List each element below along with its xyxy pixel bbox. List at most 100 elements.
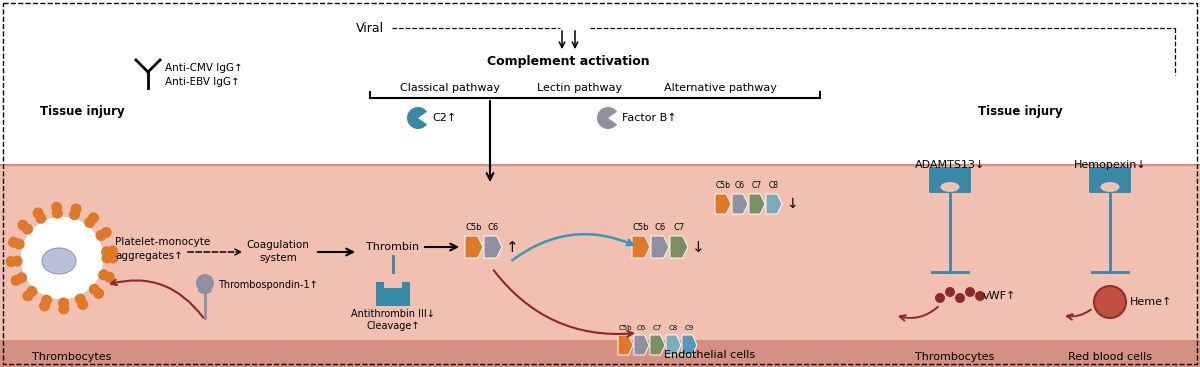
Circle shape — [96, 230, 107, 241]
Circle shape — [11, 275, 22, 286]
Text: C6: C6 — [637, 325, 646, 331]
Polygon shape — [732, 194, 748, 214]
Circle shape — [52, 208, 62, 219]
Circle shape — [23, 290, 34, 301]
Bar — [0, 165, 1200, 367]
Circle shape — [22, 224, 34, 235]
Text: Thrombocytes: Thrombocytes — [916, 352, 995, 362]
Polygon shape — [632, 236, 650, 258]
Text: Anti-EBV IgG↑: Anti-EBV IgG↑ — [166, 77, 240, 87]
Text: C9: C9 — [685, 325, 694, 331]
Polygon shape — [715, 194, 731, 214]
Text: C5b: C5b — [715, 181, 731, 190]
Text: C6: C6 — [654, 223, 666, 232]
Circle shape — [16, 272, 28, 283]
Text: Complement activation: Complement activation — [487, 55, 649, 69]
Polygon shape — [634, 335, 649, 355]
Circle shape — [18, 220, 29, 231]
Circle shape — [32, 207, 43, 218]
Circle shape — [41, 295, 52, 306]
Circle shape — [102, 252, 113, 264]
Text: Classical pathway: Classical pathway — [400, 83, 500, 93]
FancyBboxPatch shape — [1090, 167, 1132, 193]
Circle shape — [974, 291, 985, 301]
Circle shape — [196, 274, 214, 292]
Circle shape — [40, 301, 50, 312]
Text: ↓: ↓ — [692, 240, 704, 254]
Text: C8: C8 — [769, 181, 779, 190]
Circle shape — [68, 209, 80, 220]
Circle shape — [965, 287, 974, 297]
Polygon shape — [466, 236, 482, 258]
FancyBboxPatch shape — [376, 282, 410, 306]
Text: Heme↑: Heme↑ — [1130, 297, 1172, 307]
Circle shape — [84, 217, 95, 228]
Circle shape — [955, 293, 965, 303]
Polygon shape — [749, 194, 766, 214]
Circle shape — [52, 202, 62, 213]
Circle shape — [26, 286, 37, 297]
Ellipse shape — [42, 248, 76, 274]
Polygon shape — [682, 335, 697, 355]
Text: Tissue injury: Tissue injury — [978, 105, 1062, 119]
Text: C8: C8 — [668, 325, 678, 331]
Circle shape — [6, 256, 17, 267]
Text: Cleavage↑: Cleavage↑ — [366, 321, 420, 331]
Text: Thrombocytes: Thrombocytes — [32, 352, 112, 362]
Text: Thrombospondin-1↑: Thrombospondin-1↑ — [218, 280, 318, 290]
Text: C7: C7 — [752, 181, 762, 190]
Circle shape — [935, 293, 946, 303]
Polygon shape — [766, 194, 782, 214]
Polygon shape — [484, 236, 502, 258]
Text: C2↑: C2↑ — [432, 113, 456, 123]
Text: Viral: Viral — [356, 22, 384, 34]
Text: ↓: ↓ — [786, 197, 798, 211]
Text: ADAMTS13↓: ADAMTS13↓ — [914, 160, 985, 170]
Bar — [0, 340, 1200, 367]
Circle shape — [8, 237, 19, 248]
Text: Lectin pathway: Lectin pathway — [538, 83, 623, 93]
Text: ↑: ↑ — [506, 240, 518, 254]
Text: aggregates↑: aggregates↑ — [115, 251, 182, 261]
Circle shape — [71, 203, 82, 214]
Circle shape — [107, 246, 118, 257]
Text: Endothelial cells: Endothelial cells — [665, 350, 756, 360]
Circle shape — [103, 272, 115, 283]
Circle shape — [12, 256, 23, 267]
Ellipse shape — [198, 286, 212, 294]
Wedge shape — [598, 107, 617, 129]
Text: C7: C7 — [653, 325, 662, 331]
Text: Anti-CMV IgG↑: Anti-CMV IgG↑ — [166, 63, 242, 73]
Text: system: system — [259, 253, 296, 263]
Circle shape — [1094, 286, 1126, 318]
Text: Antithrombin III↓: Antithrombin III↓ — [352, 309, 434, 319]
Text: Hemopexin↓: Hemopexin↓ — [1074, 160, 1146, 170]
Polygon shape — [618, 335, 634, 355]
Circle shape — [98, 269, 109, 280]
Circle shape — [89, 284, 100, 295]
Text: Coagulation: Coagulation — [246, 240, 310, 250]
Text: vWF↑: vWF↑ — [983, 291, 1016, 301]
Wedge shape — [407, 107, 427, 129]
Circle shape — [77, 299, 89, 310]
Text: C6: C6 — [487, 223, 499, 232]
Polygon shape — [650, 335, 665, 355]
Circle shape — [108, 252, 119, 264]
Circle shape — [88, 212, 98, 223]
Polygon shape — [666, 335, 682, 355]
Circle shape — [58, 298, 70, 309]
Circle shape — [946, 287, 955, 297]
Text: Tissue injury: Tissue injury — [40, 105, 125, 119]
Text: Alternative pathway: Alternative pathway — [664, 83, 776, 93]
Text: C7: C7 — [673, 223, 685, 232]
Text: C5b: C5b — [632, 223, 649, 232]
FancyBboxPatch shape — [929, 167, 971, 193]
Circle shape — [101, 246, 112, 257]
Polygon shape — [670, 236, 688, 258]
Circle shape — [59, 304, 70, 315]
Circle shape — [101, 227, 112, 238]
Circle shape — [94, 288, 104, 299]
Text: C5b: C5b — [466, 223, 482, 232]
Text: Factor B↑: Factor B↑ — [622, 113, 677, 123]
Polygon shape — [650, 236, 670, 258]
